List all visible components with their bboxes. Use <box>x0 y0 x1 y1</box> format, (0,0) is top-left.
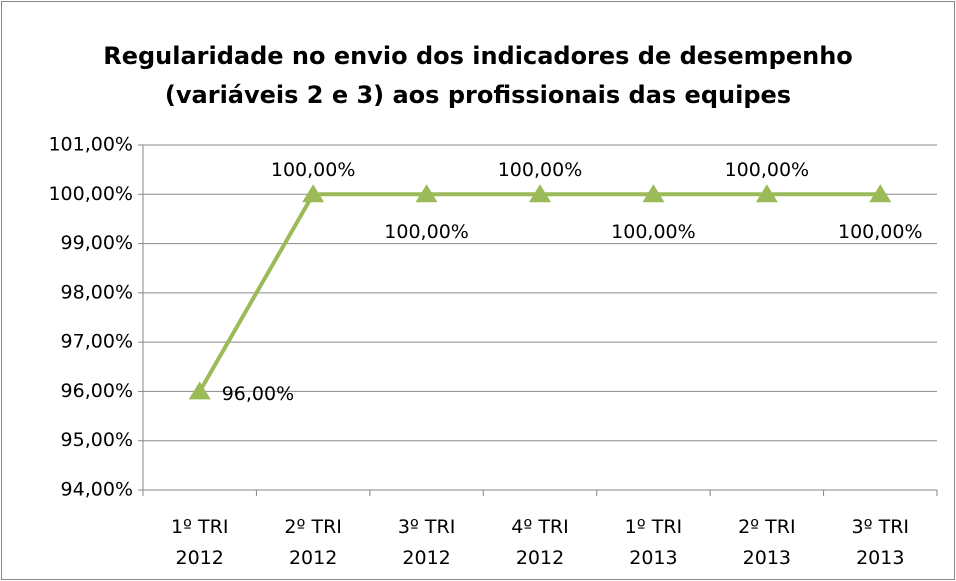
data-label: 100,00% <box>838 221 923 243</box>
marker <box>869 184 892 203</box>
data-label: 100,00% <box>384 221 469 243</box>
y-tick-label: 95,00% <box>61 429 133 451</box>
data-label: 96,00% <box>222 383 294 405</box>
marker <box>529 184 551 203</box>
chart-title: (variáveis 2 e 3) aos profissionais das … <box>165 81 791 109</box>
x-tick-label: 3º TRI 2013 <box>852 516 910 569</box>
y-tick-label: 97,00% <box>61 331 133 353</box>
x-tick-label: 2º TRI 2013 <box>738 516 796 569</box>
data-label: 100,00% <box>611 221 696 243</box>
y-tick-label: 100,00% <box>48 183 133 205</box>
marker <box>302 184 325 203</box>
y-tick-label: 99,00% <box>61 232 133 254</box>
y-tick-label: 101,00% <box>48 134 133 156</box>
x-tick-label: 4º TRI 2012 <box>511 516 569 569</box>
marker <box>188 381 211 400</box>
marker <box>415 184 438 203</box>
chart-title: Regularidade no envio dos indicadores de… <box>103 42 853 70</box>
data-label: 100,00% <box>498 159 583 181</box>
x-tick-label: 1º TRI 2012 <box>171 516 229 569</box>
x-tick-label: 2º TRI 2012 <box>284 516 342 569</box>
x-tick-label: 3º TRI 2012 <box>398 516 456 569</box>
marker <box>755 184 778 203</box>
y-tick-label: 94,00% <box>61 479 133 501</box>
data-label: 100,00% <box>725 159 810 181</box>
marker <box>642 184 665 203</box>
y-tick-label: 96,00% <box>61 380 133 402</box>
y-tick-label: 98,00% <box>61 281 133 303</box>
data-label: 100,00% <box>271 159 356 181</box>
x-tick-label: 1º TRI 2013 <box>625 516 683 569</box>
